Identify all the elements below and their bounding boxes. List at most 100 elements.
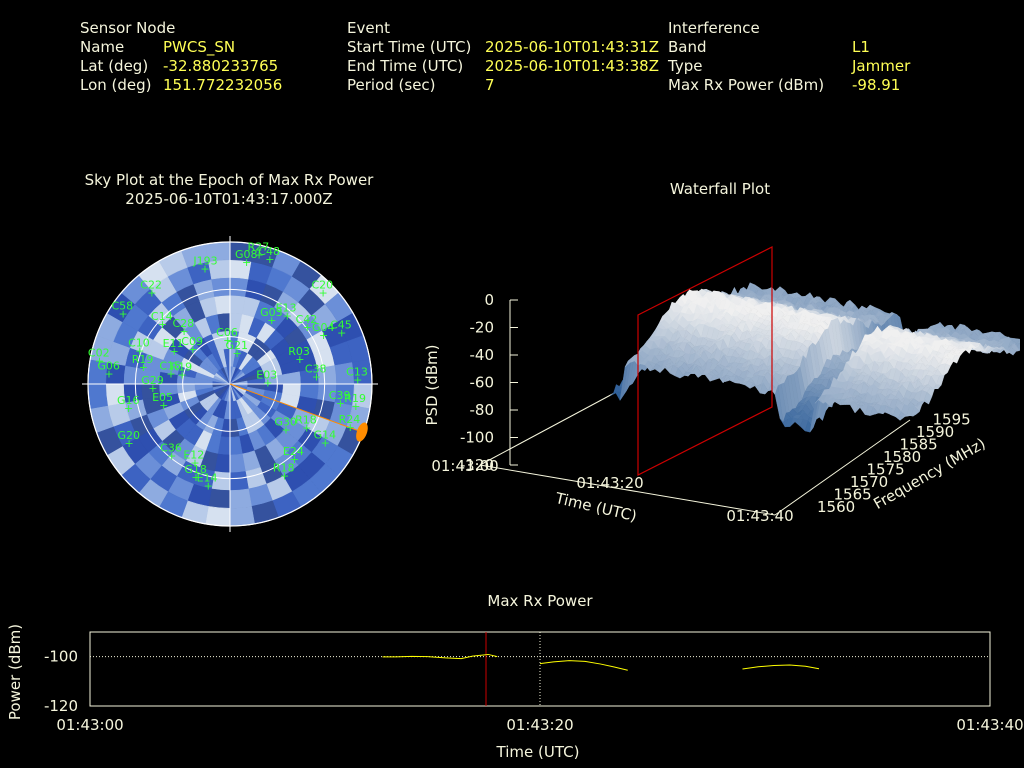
freq-tick-label: 1575 — [867, 461, 905, 479]
z-tick-label: -60 — [470, 374, 495, 392]
satellite-marker: + — [188, 343, 197, 356]
waterfall-surface — [609, 282, 1020, 433]
satellite-marker: + — [166, 367, 175, 380]
event-period-value: 7 — [485, 76, 495, 94]
sensor-name-row: Name — [80, 38, 124, 57]
satellite-label: G20 — [118, 429, 141, 442]
satellite-label: R19 — [132, 353, 154, 366]
freq-tick-label: 1565 — [834, 486, 872, 504]
satellite-label: R24 — [339, 413, 361, 426]
freq-tick-label: 1580 — [883, 448, 921, 466]
satellite-label: C42 — [296, 313, 318, 326]
z-tick-label: -120 — [460, 456, 494, 474]
interference-type-label: Type — [668, 57, 703, 75]
satellite-marker: + — [263, 377, 272, 390]
z-tick-label: 0 — [484, 291, 494, 309]
satellite-marker: + — [337, 327, 346, 340]
power-series-line — [539, 660, 628, 671]
satellite-label: C10 — [128, 337, 150, 350]
satellite-label: C28 — [172, 317, 194, 330]
sensor-lon-label: Lon (deg) — [80, 76, 152, 94]
event-end-label: End Time (UTC) — [347, 57, 464, 75]
z-tick-label: -20 — [470, 319, 495, 337]
satellite-marker: + — [280, 470, 289, 483]
satellite-marker: + — [190, 457, 199, 470]
event-end-value: 2025-06-10T01:43:38Z — [485, 57, 659, 75]
satellite-marker: + — [179, 325, 188, 338]
satellite-label: C09 — [181, 335, 203, 348]
sensor-lon-value: 151.772232056 — [163, 76, 283, 94]
satellite-marker: + — [139, 361, 148, 374]
satellite-label: G16 — [117, 394, 140, 407]
power-x-tick-label: 01:43:00 — [56, 716, 123, 734]
skyplot-cell — [229, 488, 252, 509]
satellite-label: C20 — [311, 279, 333, 292]
satellite-marker: + — [319, 329, 328, 342]
skyplot-subtitle: 2025-06-10T01:43:17.000Z — [125, 190, 333, 208]
satellite-marker: + — [321, 437, 330, 450]
power-y-axis-label: Power (dBm) — [6, 624, 24, 720]
satellite-marker: + — [295, 353, 304, 366]
satellite-label: R18 — [295, 413, 317, 426]
satellite-marker: + — [200, 263, 209, 276]
jammer-marker — [356, 422, 368, 442]
satellite-label: C02 — [88, 347, 110, 360]
skyplot-background — [87, 241, 373, 527]
jammer-direction-line — [229, 383, 363, 433]
waterfall-time-marker — [637, 246, 773, 476]
satellite-marker: + — [125, 437, 134, 450]
satellite-marker: + — [158, 318, 167, 331]
freq-tick-label: 1570 — [850, 473, 888, 491]
satellite-marker: + — [177, 368, 186, 381]
power-title: Max Rx Power — [487, 592, 593, 610]
interference-section-title: Interference — [668, 19, 760, 37]
satellite-marker: + — [170, 345, 179, 358]
waterfall-cell — [904, 413, 914, 417]
z-tick-label: -100 — [460, 429, 494, 447]
skyplot-title: Sky Plot at the Epoch of Max Rx Power — [84, 171, 374, 189]
freq-tick-label: 1590 — [916, 423, 954, 441]
satellite-label: G03 — [260, 306, 283, 319]
satellite-label: G29 — [141, 374, 164, 387]
sensor-name-label: Name — [80, 38, 125, 56]
satellite-label: C14 — [151, 310, 173, 323]
satellite-label: C45 — [330, 319, 352, 332]
interference-power-label: Max Rx Power (dBm) — [668, 76, 825, 94]
satellite-label: G08 — [235, 248, 258, 261]
skyplot-satellites: +J193 +R27+C48+G08+C20+C22+C58+C14+C28 +G0… — [88, 240, 368, 492]
skyplot-cell — [87, 383, 108, 409]
satellite-marker: + — [148, 382, 157, 395]
waterfall-axes — [479, 299, 911, 516]
event-section-title: Event — [347, 19, 390, 37]
skyplot-cell — [205, 506, 231, 527]
satellite-label: G06 — [97, 359, 120, 372]
freq-tick-label: 1585 — [900, 436, 938, 454]
time-tick-label: 01:43:20 — [576, 474, 643, 492]
satellite-marker: + — [167, 449, 176, 462]
satellite-label: R19 — [170, 360, 192, 373]
satellite-marker: + — [290, 453, 299, 466]
time-tick-label: 01:43:00 — [431, 457, 498, 475]
satellite-label: E13 — [276, 301, 297, 314]
satellite-marker: + — [242, 256, 251, 269]
satellite-marker: + — [223, 334, 232, 347]
satellite-label: R18 — [273, 462, 295, 475]
frequency-axis — [774, 419, 911, 516]
interference-type-value: Jammer — [852, 57, 911, 75]
satellite-marker: + — [302, 421, 311, 434]
satellite-marker: + — [351, 400, 360, 413]
z-tick-label: -80 — [470, 401, 495, 419]
satellite-marker: + — [135, 345, 144, 358]
satellite-label: R27 — [248, 240, 270, 253]
satellite-label: R03 — [288, 345, 310, 358]
time-axis — [479, 464, 776, 516]
satellite-marker: + — [318, 287, 327, 300]
power-series-line — [382, 653, 498, 660]
waterfall-plot: 0 -20 -40 -60 -80 -100 -120 PSD (dBm) 01:43:00 01… — [423, 246, 1020, 525]
waterfall-cell — [1016, 338, 1020, 344]
interference-band-label: Band — [668, 38, 707, 56]
satellite-label: E14 — [197, 471, 218, 484]
satellite-label: C22 — [140, 278, 162, 291]
freq-tick-label: 1595 — [933, 411, 971, 429]
satellite-label: E11 — [163, 337, 184, 350]
